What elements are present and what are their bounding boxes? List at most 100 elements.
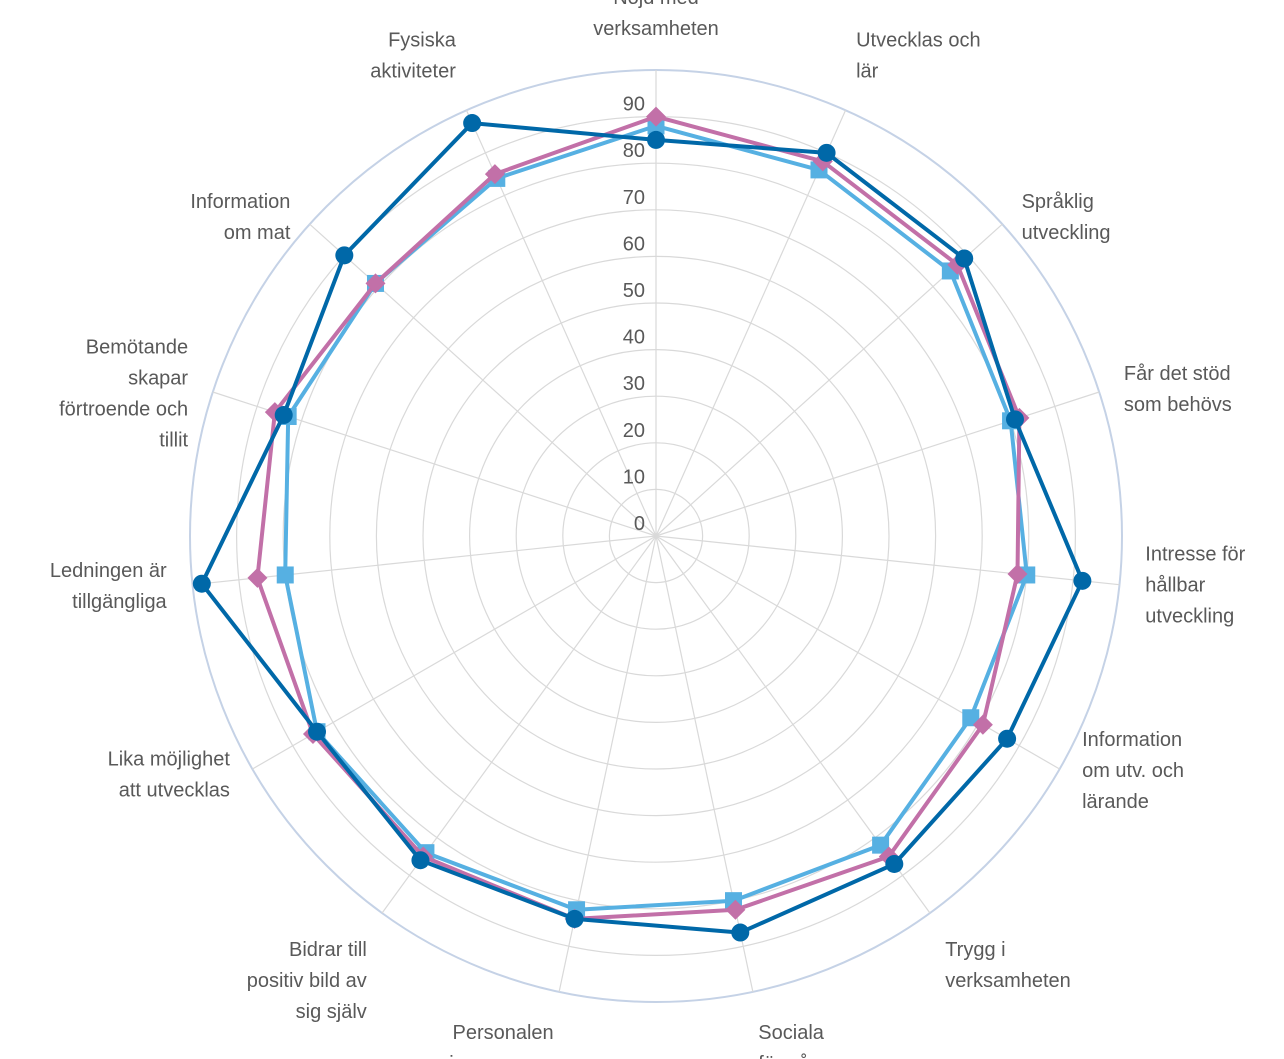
grid-spoke xyxy=(655,110,847,537)
category-label: Intresse för hållbar utveckling xyxy=(1145,544,1245,628)
category-label-line: Lika möjlighet xyxy=(108,748,231,770)
category-label-line: visar omsorg xyxy=(439,1053,553,1059)
tick-labels: 0 10 20 30 40 50 60 70 80 90 xyxy=(623,94,645,535)
category-label-line: Språklig xyxy=(1022,191,1094,213)
category-label: Bidrar till positiv bild av sig själv xyxy=(247,939,367,1023)
data-point-circle xyxy=(565,909,584,928)
data-point-square xyxy=(962,709,980,727)
category-label: Får det stöd som behövs xyxy=(1124,363,1232,416)
category-label-line: Information xyxy=(1082,729,1182,751)
tick-label: 50 xyxy=(623,280,645,302)
category-label-line: tillgängliga xyxy=(72,591,167,613)
category-label-line: tillit xyxy=(159,430,188,452)
data-point-diamond xyxy=(247,567,268,588)
data-point-square xyxy=(872,836,890,854)
data-point-circle xyxy=(335,246,354,265)
grid-spoke xyxy=(192,535,657,586)
grid-spoke xyxy=(655,535,1120,586)
category-label-line: om mat xyxy=(224,222,291,244)
data-point-circle xyxy=(192,574,211,593)
data-point-circle xyxy=(885,854,904,873)
grid-spoke xyxy=(655,535,1060,770)
data-point-diamond xyxy=(365,273,386,294)
category-labels: Nöjd med verksamheten Utvecklas och lär Språ… xyxy=(50,0,1246,1059)
series-line xyxy=(283,123,1029,912)
data-point-circle xyxy=(647,130,665,149)
category-label-line: verksamheten xyxy=(593,18,719,40)
data-point-circle xyxy=(998,729,1017,748)
category-label: Personalen visar omsorg xyxy=(439,1022,553,1059)
grid-spoke xyxy=(309,223,657,537)
category-label-line: positiv bild av xyxy=(247,970,367,992)
data-point-diamond xyxy=(646,106,666,127)
data-point-diamond xyxy=(972,714,993,735)
category-label: Information om utv. och lärande xyxy=(1082,729,1184,813)
grid-spoke xyxy=(655,535,754,992)
category-label-line: lär xyxy=(856,61,879,83)
category-label: Information om mat xyxy=(190,191,290,244)
category-label-line: verksamheten xyxy=(945,970,1071,992)
category-label-line: Trygg i xyxy=(945,939,1005,961)
category-label-line: Information xyxy=(190,191,290,213)
series-circle xyxy=(192,114,1092,942)
category-label-line: att utvecklas xyxy=(119,779,230,801)
tick-label: 40 xyxy=(623,327,645,349)
category-label-line: förmågor xyxy=(758,1053,838,1059)
category-label: Språklig utveckling xyxy=(1022,191,1111,244)
category-label-line: Nöjd med xyxy=(613,0,699,9)
category-label-line: Får det stöd xyxy=(1124,363,1231,385)
category-label-line: aktiviteter xyxy=(370,61,456,83)
data-point-square xyxy=(276,566,294,584)
data-point-circle xyxy=(817,143,836,162)
category-label-line: Personalen xyxy=(453,1022,554,1044)
data-point-diamond xyxy=(1007,563,1028,584)
category-label-line: sig själv xyxy=(296,1001,367,1023)
data-point-circle xyxy=(1005,410,1024,429)
tick-label: 80 xyxy=(623,140,645,162)
tick-label: 20 xyxy=(623,420,645,442)
data-point-circle xyxy=(308,722,327,741)
category-label-line: Intresse för xyxy=(1145,544,1245,566)
data-point-circle xyxy=(411,851,430,870)
category-label-line: Bemötande xyxy=(86,337,188,359)
category-label-line: Bidrar till xyxy=(289,939,367,961)
data-point-circle xyxy=(1073,571,1092,590)
category-label: Fysiska aktiviteter xyxy=(370,30,456,83)
tick-label: 0 xyxy=(634,513,645,535)
category-label-line: som behövs xyxy=(1124,394,1232,416)
category-label: Nöjd med verksamheten xyxy=(593,0,719,40)
category-label: Trygg i verksamheten xyxy=(945,939,1071,992)
category-label-line: om utv. och xyxy=(1082,760,1184,782)
data-point-diamond xyxy=(725,899,746,920)
category-label: Sociala förmågor xyxy=(758,1022,838,1059)
data-point-circle xyxy=(274,406,293,425)
category-label-line: Utvecklas och xyxy=(856,30,981,52)
data-point-circle xyxy=(955,249,974,268)
category-label-line: utveckling xyxy=(1022,222,1111,244)
data-point-circle xyxy=(731,923,750,942)
category-label: Ledningen är tillgängliga xyxy=(50,560,168,613)
tick-label: 30 xyxy=(623,373,645,395)
category-label-line: hållbar xyxy=(1145,575,1205,597)
category-label-line: utveckling xyxy=(1145,606,1234,628)
category-label: Bemötande skapar förtroende och tillit xyxy=(59,337,188,452)
tick-label: 60 xyxy=(623,233,645,255)
category-label-line: skapar xyxy=(128,368,188,390)
category-label-line: Ledningen är xyxy=(50,560,167,582)
category-label-line: Fysiska xyxy=(388,30,457,52)
series-line xyxy=(199,121,1085,935)
category-label-line: Sociala xyxy=(758,1022,824,1044)
data-point-circle xyxy=(463,114,482,133)
category-label: Utvecklas och lär xyxy=(856,30,981,83)
category-label-line: förtroende och xyxy=(59,399,188,421)
tick-label: 90 xyxy=(623,94,645,116)
category-label: Lika möjlighet att utvecklas xyxy=(108,748,231,801)
grid-layer xyxy=(189,69,1123,1003)
series-layer xyxy=(192,106,1092,942)
data-point-diamond xyxy=(484,164,505,185)
category-label-line: lärande xyxy=(1082,791,1149,813)
tick-label: 70 xyxy=(623,187,645,209)
tick-label: 10 xyxy=(623,466,645,488)
